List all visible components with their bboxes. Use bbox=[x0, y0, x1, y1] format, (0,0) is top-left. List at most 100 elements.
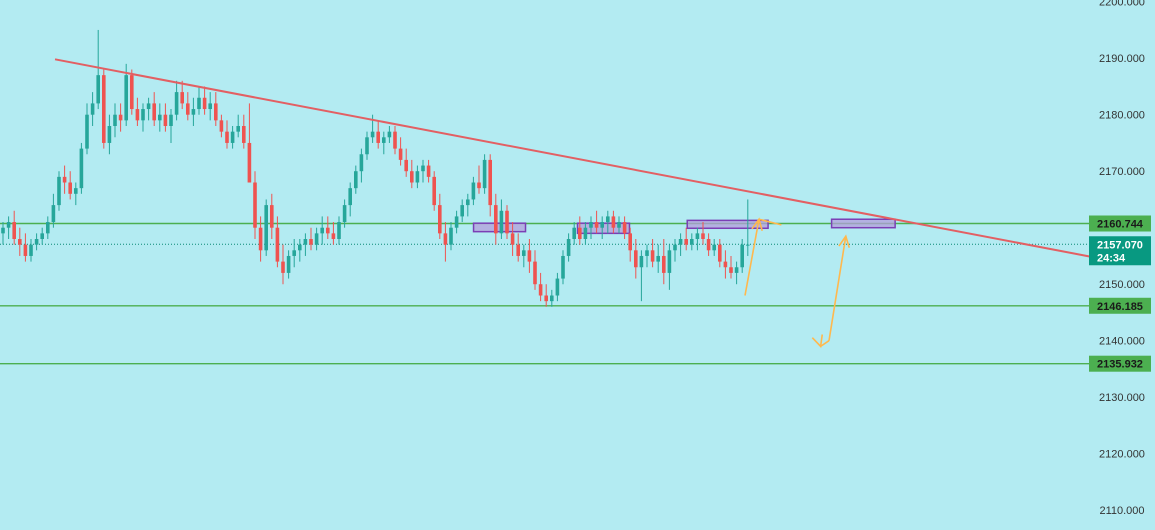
candle-body bbox=[68, 182, 72, 194]
candle-body bbox=[309, 239, 313, 245]
candle-body bbox=[180, 92, 184, 104]
candle-body bbox=[673, 244, 677, 251]
projection-segment bbox=[758, 218, 782, 226]
candle-body bbox=[146, 103, 151, 110]
trendline bbox=[54, 58, 1093, 259]
candle-body bbox=[258, 227, 263, 251]
candle-body bbox=[18, 239, 22, 245]
candle-body bbox=[337, 222, 341, 240]
candle-body bbox=[550, 295, 554, 302]
candle-body bbox=[572, 227, 576, 240]
candle-body bbox=[701, 233, 705, 240]
candle-body bbox=[583, 227, 588, 240]
zone-box bbox=[830, 218, 896, 229]
price-tag-countdown: 24:34 bbox=[1097, 252, 1126, 264]
candle-body bbox=[460, 205, 464, 217]
projection-segment bbox=[744, 219, 760, 296]
candle-body bbox=[348, 188, 352, 206]
candle-body bbox=[281, 261, 285, 273]
y-tick-label: 2120.000 bbox=[1099, 449, 1145, 461]
y-tick-label: 2180.000 bbox=[1099, 110, 1145, 122]
y-tick-label: 2200.000 bbox=[1099, 0, 1145, 9]
candle-body bbox=[410, 171, 414, 183]
candle-body bbox=[499, 210, 504, 234]
projection-path bbox=[744, 217, 851, 349]
candle-body bbox=[477, 182, 481, 189]
candle-body bbox=[695, 233, 700, 240]
level-tag bbox=[1089, 297, 1151, 314]
candle-body bbox=[639, 255, 644, 268]
candle-body bbox=[712, 244, 716, 251]
candle-body bbox=[124, 75, 128, 121]
horizontal-levels bbox=[0, 222, 1090, 365]
y-tick-label: 2110.000 bbox=[1099, 505, 1144, 517]
y-tick-label: 2140.000 bbox=[1099, 336, 1145, 348]
candle-body bbox=[438, 205, 442, 234]
candle-body bbox=[230, 131, 235, 143]
candle-body bbox=[740, 244, 744, 268]
candle-body bbox=[393, 131, 397, 149]
candle-body bbox=[1, 227, 5, 234]
candle-body bbox=[561, 255, 565, 279]
candle-body bbox=[387, 131, 392, 138]
candle-body bbox=[432, 176, 436, 206]
y-tick-label: 2130.000 bbox=[1099, 392, 1145, 404]
candle-body bbox=[96, 75, 100, 104]
candle-body bbox=[662, 255, 666, 273]
candle-body bbox=[471, 182, 476, 200]
candle-body bbox=[141, 109, 145, 121]
price-tag-value: 2157.070 bbox=[1097, 239, 1143, 251]
candle-body bbox=[292, 250, 296, 256]
candle-body bbox=[102, 75, 106, 143]
candle-body bbox=[382, 137, 386, 143]
candle-body bbox=[746, 244, 750, 246]
candle-body bbox=[494, 205, 498, 234]
candle-body bbox=[522, 250, 526, 256]
candle-body bbox=[12, 222, 16, 240]
candle-body bbox=[236, 126, 240, 132]
candles bbox=[1, 29, 750, 307]
candle-body bbox=[186, 103, 190, 115]
candle-body bbox=[46, 222, 50, 234]
candle-body bbox=[174, 92, 179, 115]
candle-body bbox=[57, 176, 61, 206]
candle-body bbox=[113, 114, 117, 127]
candle-body bbox=[544, 295, 548, 302]
candle-body bbox=[617, 222, 621, 228]
candle-body bbox=[326, 227, 330, 234]
candle-body bbox=[398, 148, 403, 160]
candle-body bbox=[275, 227, 280, 262]
candle-body bbox=[634, 250, 638, 268]
candle-body bbox=[527, 250, 532, 262]
candle-body bbox=[505, 210, 509, 234]
candle-body bbox=[264, 205, 268, 251]
level-tags: 2160.744 2146.185 2135.932 bbox=[1089, 215, 1151, 372]
candle-body bbox=[454, 216, 459, 228]
candle-body bbox=[706, 239, 711, 251]
level-tag bbox=[1089, 215, 1151, 232]
y-tick-label: 2170.000 bbox=[1099, 166, 1145, 178]
candle-body bbox=[656, 255, 660, 262]
candle-body bbox=[533, 261, 537, 285]
projection-segment bbox=[828, 236, 847, 341]
candle-body bbox=[242, 126, 246, 143]
candle-body bbox=[152, 103, 156, 121]
candle-body bbox=[23, 244, 28, 256]
candle-body bbox=[589, 222, 593, 228]
candle-body bbox=[214, 103, 218, 121]
candle-body bbox=[135, 109, 140, 121]
projection-arrowhead bbox=[751, 217, 763, 232]
candle-body bbox=[449, 227, 453, 245]
candle-body bbox=[225, 131, 229, 143]
level-tag bbox=[1089, 355, 1151, 372]
candle-body bbox=[426, 165, 431, 177]
candle-body bbox=[645, 250, 649, 256]
candle-body bbox=[298, 244, 302, 251]
candle-body bbox=[516, 244, 520, 256]
candle-body bbox=[85, 114, 89, 149]
candle-body bbox=[578, 227, 582, 240]
candle-body bbox=[286, 255, 291, 273]
